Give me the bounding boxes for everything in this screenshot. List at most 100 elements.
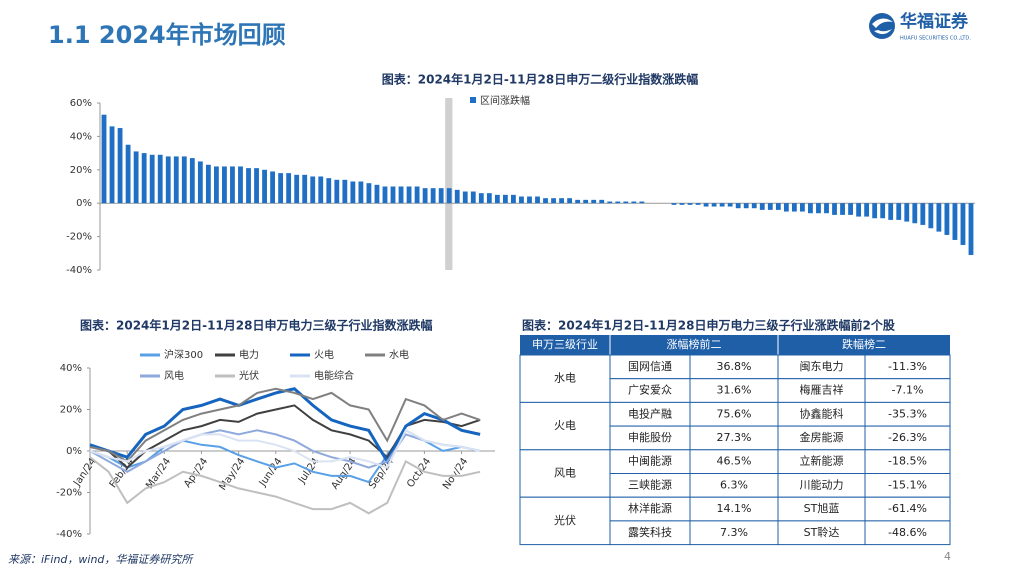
bar (117, 128, 123, 204)
y-tick-label: 20% (60, 405, 82, 416)
bar (502, 194, 508, 204)
bar (639, 201, 645, 204)
bar (896, 203, 902, 220)
table-cell-text: 广安爱众 (628, 383, 672, 397)
bar (912, 203, 918, 224)
bar (535, 196, 540, 204)
table-group-cell (519, 401, 611, 451)
bar (864, 203, 870, 217)
y-tick-label: -20% (66, 232, 92, 243)
table-header: 跌幅榜二 (842, 337, 886, 351)
bar (711, 203, 717, 207)
y-tick-label: -20% (56, 488, 82, 499)
y-tick-label: -40% (66, 265, 92, 276)
table-cell-text: -48.6% (888, 526, 927, 539)
bar (446, 188, 452, 204)
y-tick-label: -40% (56, 529, 82, 540)
bar (527, 196, 532, 204)
legend-label: 风电 (164, 369, 184, 382)
table-group-cell (519, 354, 611, 403)
bar (382, 186, 388, 204)
bar (727, 203, 733, 207)
table-cell-text: 露笑科技 (628, 525, 672, 539)
bar (109, 126, 115, 204)
bar (165, 156, 171, 204)
bar (888, 203, 894, 220)
y-tick-label: 0% (66, 446, 82, 457)
bar (671, 203, 677, 205)
bar (422, 188, 428, 204)
logo-text: 华福证券 (900, 11, 969, 32)
table-industry: 光伏 (554, 513, 576, 527)
bar (759, 203, 765, 210)
table-industry: 水电 (554, 372, 576, 385)
series-line (89, 387, 481, 463)
bar (101, 114, 107, 204)
bar (800, 203, 805, 212)
bar (478, 193, 484, 204)
bar (197, 161, 203, 204)
series-line (89, 429, 481, 473)
table-header: 涨幅榜前二 (667, 337, 722, 351)
table-cell-text: 31.6% (717, 384, 752, 397)
bar (767, 203, 773, 210)
bar (511, 194, 516, 204)
bar (366, 183, 372, 204)
bar (559, 198, 564, 204)
bar (751, 203, 757, 209)
y-tick-label: 60% (70, 98, 92, 109)
bar (631, 201, 637, 204)
bar (960, 203, 966, 245)
bar (880, 203, 886, 219)
bar (470, 191, 476, 204)
bar (222, 166, 227, 204)
table-group-cell (519, 449, 611, 498)
bar (808, 203, 813, 214)
bar (310, 176, 316, 204)
table-header: 申万三级行业 (532, 338, 598, 351)
bar (374, 184, 380, 204)
bar (623, 201, 629, 204)
table-cell-text: 申能股份 (628, 430, 672, 444)
legend-label: 区间涨跌幅 (480, 94, 530, 107)
bar (791, 203, 797, 212)
bar (735, 203, 741, 209)
series-line (89, 428, 481, 469)
bar (358, 181, 364, 204)
table-cell-text: -35.3% (888, 407, 927, 420)
chart-title: 图表：2024年1月2日-11月28日申万电力三级子行业指数涨跌幅 (80, 318, 432, 333)
bar (824, 203, 829, 214)
bar (599, 199, 605, 204)
page-number: 4 (944, 550, 951, 563)
bar (944, 203, 950, 235)
table-cell-text: 协鑫能科 (800, 406, 844, 420)
bar (342, 179, 348, 204)
bar (743, 203, 749, 209)
bar (141, 153, 147, 204)
bar (406, 186, 412, 204)
bar (719, 203, 725, 207)
bar (703, 203, 709, 207)
bar (157, 154, 163, 204)
legend-label: 电能综合 (314, 369, 354, 382)
logo-icon (869, 13, 895, 39)
table-cell-text: 46.5% (717, 455, 752, 468)
table-cell-text: 电投产融 (628, 406, 672, 420)
bar (181, 156, 187, 204)
bar (832, 203, 837, 215)
bar (189, 158, 195, 204)
table-cell-text: 梅雁吉祥 (800, 383, 844, 397)
bar (695, 203, 701, 205)
table-cell-text: ST聆达 (804, 525, 840, 539)
table-cell-text: 三峡能源 (628, 477, 672, 491)
bar (454, 189, 460, 204)
bar (968, 203, 974, 255)
bar (575, 199, 581, 204)
table-cell-text: 6.3% (720, 478, 748, 491)
legend-label: 火电 (314, 348, 334, 361)
bar (238, 166, 243, 204)
table-cell-text: 27.3% (717, 431, 752, 444)
bar (687, 203, 693, 205)
bar (398, 186, 404, 204)
bar (133, 151, 139, 204)
